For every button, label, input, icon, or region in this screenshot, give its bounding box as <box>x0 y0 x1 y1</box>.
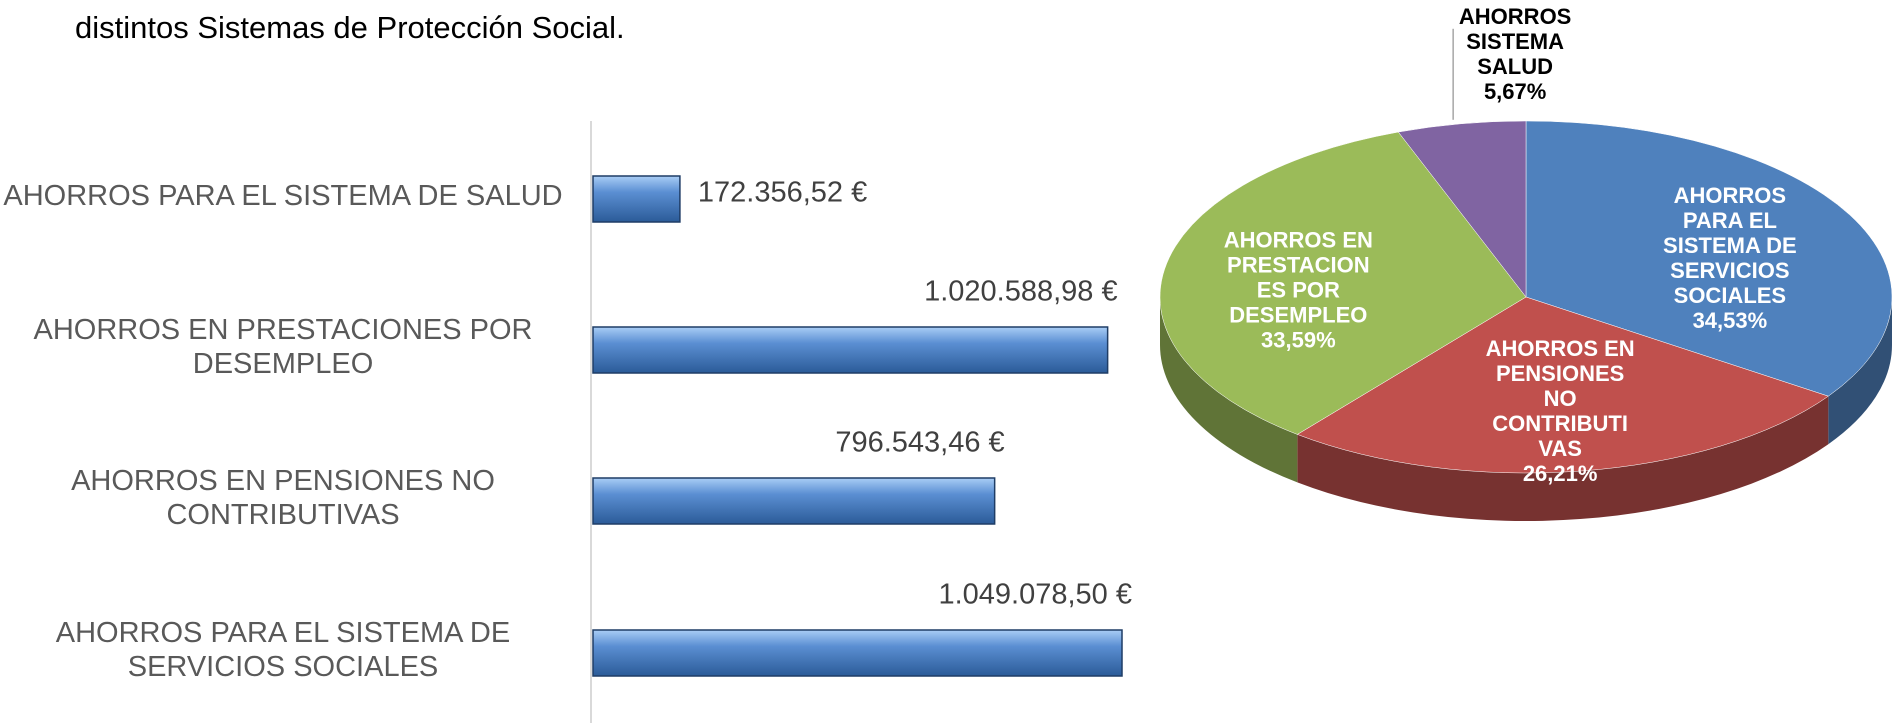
slice-name: AHORROS EN PENSIONES NO CONTRIBUTIVAS <box>1485 336 1635 462</box>
slice-label: AHORROS PARA EL SISTEMA DE SERVICIOS SOC… <box>1655 183 1805 333</box>
value-label: 1.049.078,50 € <box>938 578 1132 611</box>
pie-slice <box>1525 120 1893 397</box>
slice-value: 26,21% <box>1522 461 1598 487</box>
pie-slice <box>1159 131 1527 435</box>
slice-value: 33,59% <box>1261 327 1336 353</box>
value-label: 1.020.588,98 € <box>924 275 1118 308</box>
category-label: AHORROS EN PENSIONES NO CONTRIBUTIVAS <box>71 465 495 531</box>
slice-name: AHORROS SISTEMA SALUD <box>1458 3 1572 79</box>
category-label: AHORROS PARA EL SISTEMA DE SALUD <box>3 180 563 212</box>
pie-slice <box>1296 296 1829 474</box>
slice-label: AHORROS EN PENSIONES NO CONTRIBUTIVAS 26,… <box>1485 336 1635 486</box>
pie-side <box>1160 297 1298 483</box>
slice-label: AHORROS EN PRESTACIONES POR DESEMPLEO 33,… <box>1223 228 1373 353</box>
slice-value: 34,53% <box>1692 307 1768 333</box>
slice-label: AHORROS SISTEMA SALUD 5,67% <box>1440 4 1590 104</box>
text: distintos Sistemas de Protección Social. <box>75 10 625 45</box>
bar <box>592 326 1109 374</box>
category-label: AHORROS PARA EL SISTEMA DE SERVICIOS SOC… <box>55 617 511 683</box>
bar <box>592 175 681 223</box>
bar <box>592 477 996 525</box>
slice-name: AHORROS EN PRESTACIONES POR DESEMPLEO <box>1223 227 1373 328</box>
slice-name: AHORROS PARA EL SISTEMA DE SERVICIOS SOC… <box>1663 182 1797 308</box>
slice-value: 5,67% <box>1483 78 1547 104</box>
pie-side <box>1828 297 1892 445</box>
pie-side <box>1297 396 1829 521</box>
pie-slice <box>1397 120 1527 298</box>
category-label: AHORROS EN PRESTACIONES POR DESEMPLEO <box>33 314 533 380</box>
value-label: 172.356,52 € <box>697 176 868 209</box>
value-label: 796.543,46 € <box>835 426 1005 459</box>
bar <box>592 629 1123 677</box>
